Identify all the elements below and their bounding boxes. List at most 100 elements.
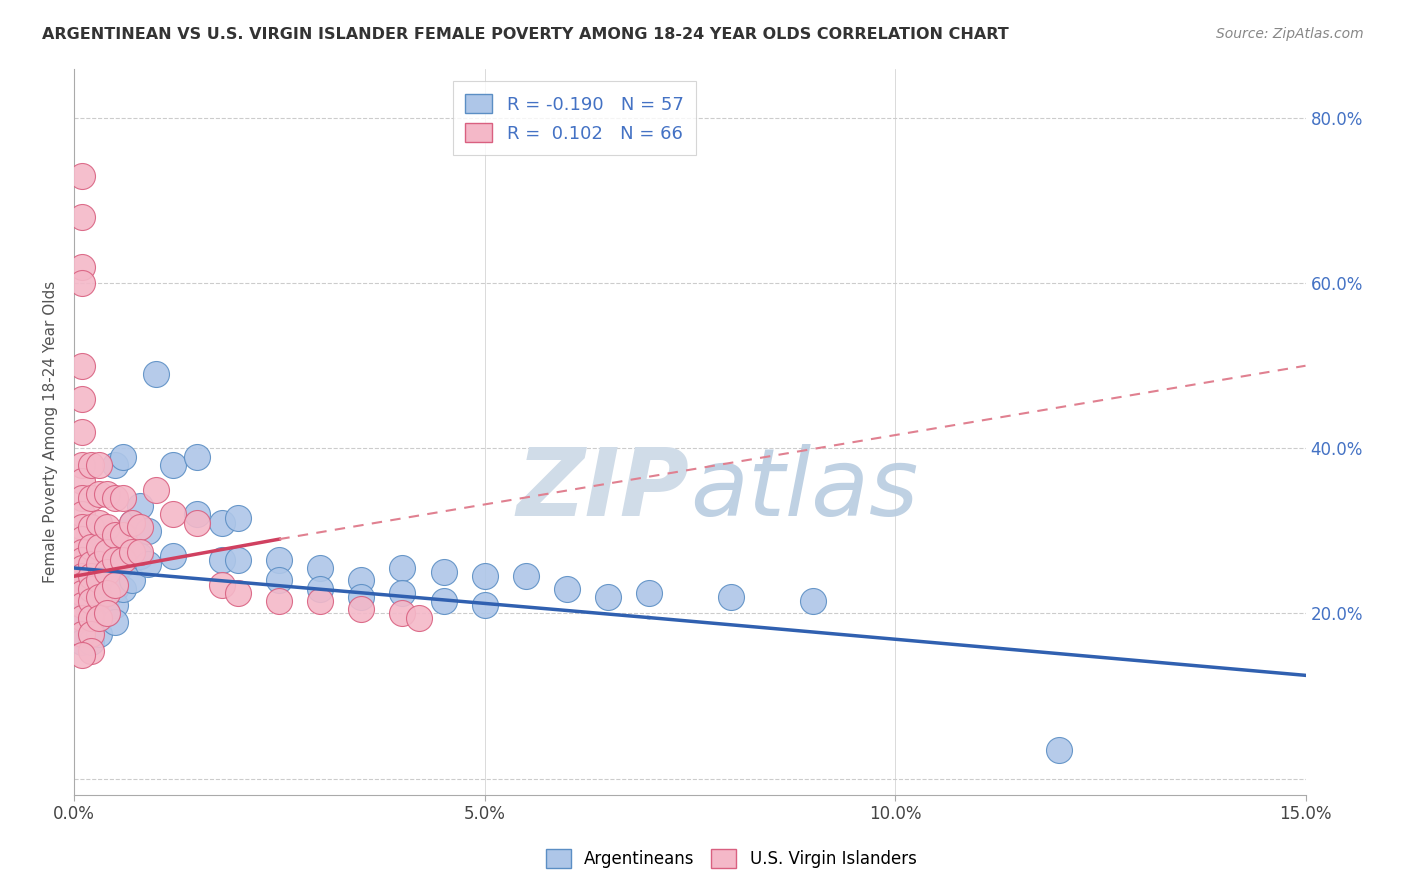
Point [87, 486, 110, 500]
Point [350, 590, 373, 604]
Point [515, 569, 537, 583]
Point [79, 590, 101, 604]
Point [87, 561, 110, 575]
Point [309, 561, 332, 575]
Point [474, 569, 496, 583]
Point [432, 594, 454, 608]
Point [79, 458, 101, 472]
Point [432, 565, 454, 579]
Point [186, 450, 208, 464]
Point [104, 598, 127, 612]
Point [121, 516, 143, 530]
Point [162, 508, 184, 522]
Point [72, 561, 94, 575]
Text: ZIP: ZIP [517, 444, 690, 536]
Point [96, 607, 118, 621]
Point [72, 359, 94, 373]
Point [408, 610, 430, 624]
Point [121, 574, 143, 588]
Y-axis label: Female Poverty Among 18-24 Year Olds: Female Poverty Among 18-24 Year Olds [44, 281, 58, 582]
Point [79, 627, 101, 641]
Point [72, 586, 94, 600]
Point [87, 516, 110, 530]
Point [128, 549, 150, 563]
Point [79, 582, 101, 596]
Point [79, 582, 101, 596]
Point [269, 594, 291, 608]
Point [79, 610, 101, 624]
Point [72, 610, 94, 624]
Point [211, 516, 233, 530]
Point [226, 586, 249, 600]
Point [79, 557, 101, 571]
Point [72, 586, 94, 600]
Point [87, 590, 110, 604]
Point [72, 648, 94, 662]
Point [72, 475, 94, 489]
Point [79, 598, 101, 612]
Point [474, 598, 496, 612]
Point [309, 594, 332, 608]
Point [72, 619, 94, 633]
Point [211, 577, 233, 591]
Point [104, 577, 127, 591]
Point [104, 557, 127, 571]
Point [136, 557, 159, 571]
Point [112, 557, 135, 571]
Point [145, 483, 167, 497]
Point [596, 590, 619, 604]
Point [72, 577, 94, 591]
Point [112, 491, 135, 505]
Point [391, 586, 413, 600]
Point [350, 602, 373, 616]
Point [72, 553, 94, 567]
Point [136, 524, 159, 538]
Point [79, 594, 101, 608]
Point [72, 276, 94, 290]
Point [637, 586, 659, 600]
Point [72, 508, 94, 522]
Legend: Argentineans, U.S. Virgin Islanders: Argentineans, U.S. Virgin Islanders [538, 843, 924, 875]
Point [72, 491, 94, 505]
Point [72, 210, 94, 224]
Point [72, 169, 94, 183]
Point [104, 582, 127, 596]
Point [87, 627, 110, 641]
Point [72, 602, 94, 616]
Point [104, 491, 127, 505]
Point [72, 627, 94, 641]
Point [72, 635, 94, 649]
Text: Source: ZipAtlas.com: Source: ZipAtlas.com [1216, 27, 1364, 41]
Point [121, 544, 143, 558]
Point [128, 499, 150, 513]
Point [79, 623, 101, 637]
Point [104, 458, 127, 472]
Point [186, 516, 208, 530]
Point [145, 367, 167, 381]
Point [79, 565, 101, 579]
Point [79, 643, 101, 657]
Text: ARGENTINEAN VS U.S. VIRGIN ISLANDER FEMALE POVERTY AMONG 18-24 YEAR OLDS CORRELA: ARGENTINEAN VS U.S. VIRGIN ISLANDER FEMA… [42, 27, 1010, 42]
Point [121, 549, 143, 563]
Point [96, 486, 118, 500]
Point [79, 610, 101, 624]
Point [350, 574, 373, 588]
Point [162, 549, 184, 563]
Point [104, 615, 127, 629]
Point [79, 541, 101, 555]
Point [79, 569, 101, 583]
Point [79, 520, 101, 534]
Point [72, 594, 94, 608]
Point [96, 586, 118, 600]
Legend: R = -0.190   N = 57, R =  0.102   N = 66: R = -0.190 N = 57, R = 0.102 N = 66 [453, 81, 696, 155]
Point [226, 511, 249, 525]
Point [79, 491, 101, 505]
Point [72, 569, 94, 583]
Point [96, 520, 118, 534]
Point [186, 508, 208, 522]
Point [79, 635, 101, 649]
Point [72, 425, 94, 439]
Point [801, 594, 824, 608]
Point [87, 458, 110, 472]
Point [96, 549, 118, 563]
